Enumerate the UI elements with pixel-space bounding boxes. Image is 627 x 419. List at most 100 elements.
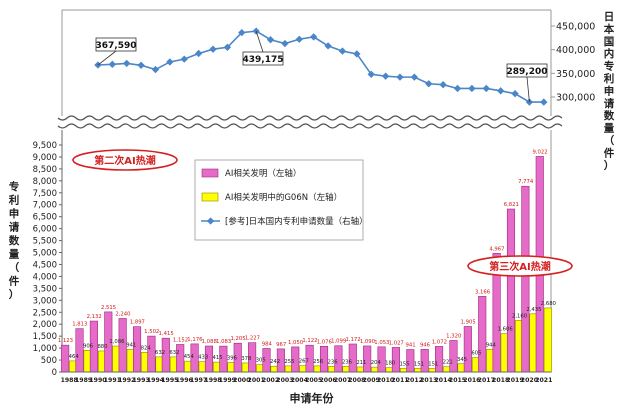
callout-box: [506, 63, 548, 78]
x-tick-label: 1995: [161, 377, 178, 384]
bar-label-g06n: 824: [141, 345, 152, 351]
bar-labels: 1,123 464 1,813 906 2,132 880 2,515 1,086 2,240 9…: [58, 149, 557, 367]
annotation-third-ai-boom: 第三次AI热潮: [489, 260, 550, 273]
x-tick-label: 2017: [478, 377, 495, 384]
bar-ai-inventions: [478, 296, 487, 373]
bar-label-g06n: 605: [471, 351, 481, 357]
left-axis-label-char: ）: [9, 288, 20, 301]
line-point: [396, 73, 404, 81]
bar-label-ai: 1,897: [130, 320, 145, 326]
x-tick-label: 2001: [248, 377, 265, 384]
bar-label-ai: 1,099: [331, 339, 346, 345]
line-point: [137, 61, 145, 69]
bar-label-ai: 2,132: [87, 314, 102, 320]
bar-label-g06n: 211: [356, 360, 366, 366]
left-axis-label-char: （: [9, 261, 20, 274]
bar-label-g06n: 1,086: [109, 339, 125, 345]
x-tick-label: 1988: [61, 377, 78, 384]
annotation-ellipse: [467, 255, 573, 277]
line-point: [223, 43, 232, 51]
bar-label-g06n: 880: [97, 344, 108, 350]
bar-label-ai: 1,172: [346, 337, 361, 343]
right-axis-label-char: 数: [603, 109, 615, 122]
bar-label-ai: 946: [420, 342, 431, 348]
line-point: [151, 65, 160, 74]
left-axis-tick-label: 2,500: [33, 308, 57, 318]
bar-label-ai: 967: [276, 342, 286, 348]
legend-swatch-g06n: [201, 192, 219, 202]
bar-label-ai: 2,515: [101, 305, 116, 311]
bar-label-ai: 941: [406, 343, 416, 349]
bar-label-ai: 3,166: [475, 289, 491, 295]
bar-label-g06n: 2,435: [526, 307, 541, 313]
x-tick-label: 2020: [521, 377, 539, 384]
left-axis-tick-label: 3,500: [33, 284, 57, 294]
bar-label-g06n: 151: [414, 361, 424, 367]
bar-label-g06n: 151: [428, 361, 438, 367]
x-tick-label: 2002: [262, 377, 279, 384]
bar-ai-inventions: [506, 208, 516, 373]
bar-label-ai: 1,205: [230, 336, 245, 342]
annotation-second-ai-boom: 第二次AI热潮: [94, 154, 155, 167]
x-axis-label: 申请年份: [290, 391, 335, 405]
bar-ai-inventions: [348, 343, 357, 373]
bar-label-g06n: 632: [169, 350, 179, 356]
bar-ai-inventions: [75, 328, 84, 373]
x-tick-label: 2021: [535, 377, 552, 384]
axis-break-wave: [57, 123, 563, 129]
line-point: [324, 42, 332, 50]
callout-leader: [526, 76, 530, 103]
x-tick-label: 1989: [75, 377, 92, 384]
left-axis-tick-label: 1,500: [33, 332, 57, 342]
x-axis: 1988198919901991199219931994199519961997…: [61, 371, 552, 405]
x-tick-label: 2015: [449, 377, 466, 384]
callout-value: 439,175: [243, 55, 284, 65]
x-tick-label: 1998: [204, 377, 221, 384]
bar-label-ai: 1,072: [432, 339, 447, 345]
x-tick-label: 2013: [420, 377, 437, 384]
x-tick-label: 2019: [506, 377, 523, 384]
callout-leader: [255, 30, 264, 53]
x-tick-label: 2012: [406, 377, 423, 384]
bar-label-ai: 1,088: [202, 339, 218, 345]
bar-label-g06n: 454: [184, 354, 195, 360]
line-point: [511, 90, 519, 98]
legend-label: AI相关发明（左轴）: [225, 168, 301, 179]
bar-label-g06n: 204: [371, 360, 382, 366]
right-axis-label-char: 国: [604, 36, 615, 48]
bar-label-g06n: 155: [399, 361, 409, 367]
x-tick-label: 2004: [291, 377, 309, 384]
bar-label-ai: 1,502: [144, 329, 159, 335]
line-point: [295, 35, 303, 43]
x-tick-label: 2008: [348, 377, 365, 384]
right-axis-label-char: 请: [604, 97, 615, 110]
right-axis-label-char: 本: [604, 22, 615, 35]
line-point: [381, 72, 390, 80]
bar-label-ai: 6,821: [504, 202, 519, 208]
bar-label-g06n: 267: [299, 359, 309, 365]
left-axis-tick-label: 5,000: [33, 249, 57, 259]
bar-label-ai: 1,152: [173, 337, 188, 343]
bar-label-g06n: 1,606: [498, 327, 514, 333]
callout-box: [95, 37, 137, 52]
line-point: [338, 47, 347, 55]
x-tick-label: 2016: [463, 377, 480, 384]
line-japan-patents: [97, 30, 544, 103]
left-axis-tick-label: 9,000: [33, 153, 57, 163]
x-tick-label: 2014: [435, 377, 453, 384]
line-point: [353, 50, 361, 58]
line-point: [123, 59, 131, 68]
right-axis-label-char: 件: [604, 146, 615, 159]
left-axis-tick-label: 5,500: [33, 237, 57, 247]
right-axis-label-char: ）: [604, 159, 615, 172]
left-axis-tick-label: 2,000: [33, 320, 57, 330]
x-tick-label: 2011: [391, 377, 408, 384]
x-tick-label: 1991: [104, 377, 121, 384]
bar-label-g06n: 464: [69, 354, 80, 360]
left-axis-tick-label: 7,500: [33, 189, 57, 199]
x-tick-label: 2005: [305, 377, 322, 384]
x-tick-label: 2000: [233, 377, 251, 384]
line-point: [209, 45, 217, 53]
